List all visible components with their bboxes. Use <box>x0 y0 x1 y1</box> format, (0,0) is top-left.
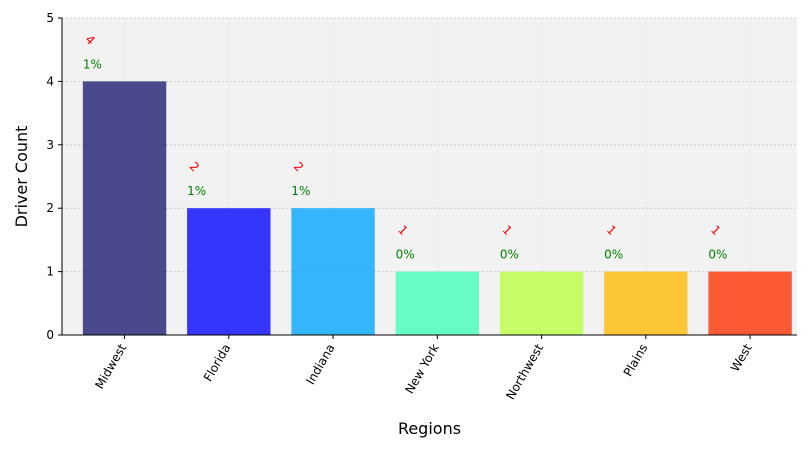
bar-percent-label: 0% <box>604 248 623 262</box>
bar-west <box>708 271 792 335</box>
y-tick-label: 1 <box>46 265 54 279</box>
x-tick-label: West <box>728 341 755 374</box>
x-tick-label: Indiana <box>303 342 337 387</box>
bar-percent-label: 0% <box>500 248 519 262</box>
bar-percent-label: 0% <box>708 248 727 262</box>
x-tick-label: Plains <box>621 342 651 379</box>
x-tick-label: New York <box>402 341 442 396</box>
bar-percent-label: 1% <box>291 184 310 198</box>
x-axis-title: Regions <box>398 419 461 438</box>
bar-percent-label: 1% <box>187 184 206 198</box>
y-tick-label: 0 <box>46 328 54 342</box>
y-axis-title: Driver Count <box>12 126 31 228</box>
bar-plains <box>604 271 688 335</box>
bar-indiana <box>291 208 375 335</box>
y-tick-label: 2 <box>46 201 54 215</box>
bar-new-york <box>395 271 480 335</box>
bars <box>82 81 792 336</box>
bar-percent-label: 0% <box>396 248 415 262</box>
x-ticks: Midwest Florida Indiana New York Northwest Pl… <box>92 335 755 402</box>
bar-northwest <box>499 271 584 335</box>
bar-midwest <box>82 81 167 336</box>
y-tick-label: 3 <box>46 138 54 152</box>
y-tick-label: 4 <box>46 74 54 88</box>
bar-percent-label: 1% <box>83 57 102 71</box>
y-ticks: 0 1 2 3 4 5 <box>46 11 62 342</box>
x-tick-label: Northwest <box>503 341 546 402</box>
x-tick-label: Florida <box>201 342 234 384</box>
y-tick-label: 5 <box>46 11 54 25</box>
bar-florida <box>187 208 271 335</box>
x-tick-label: Midwest <box>92 341 129 391</box>
axes <box>61 18 797 336</box>
